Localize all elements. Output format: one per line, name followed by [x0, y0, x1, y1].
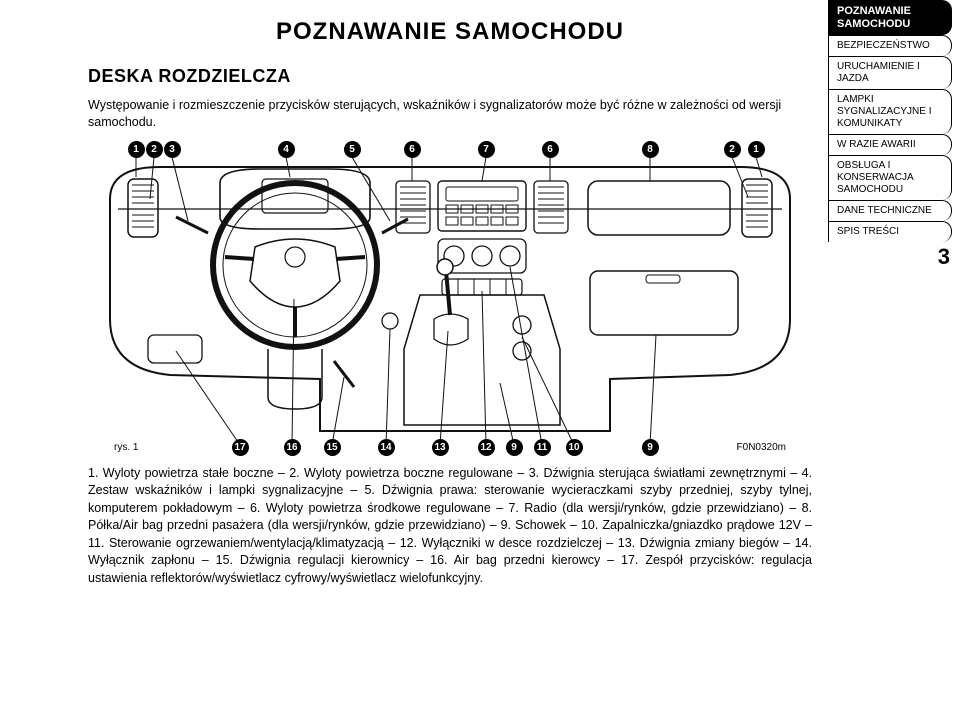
tab-label: URUCHAMIENIE I JAZDA — [837, 61, 943, 85]
tab-poznawanie-samochodu[interactable]: POZNAWANIE SAMOCHODU — [829, 0, 952, 35]
content-column: POZNAWANIE SAMOCHODU DESKA ROZDZIELCZA W… — [0, 0, 828, 709]
tab-label: OBSŁUGA I KONSERWACJA SAMOCHODU — [837, 160, 943, 196]
tab-w-razie-awarii[interactable]: W RAZIE AWARII — [829, 134, 952, 155]
intro-paragraph: Występowanie i rozmieszczenie przycisków… — [88, 97, 812, 131]
tab-uruchamienie-i-jazda[interactable]: URUCHAMIENIE I JAZDA — [829, 56, 952, 89]
figure-caption-left: rys. 1 — [114, 442, 138, 453]
tab-label: W RAZIE AWARII — [837, 139, 916, 151]
tab-label: POZNAWANIE SAMOCHODU — [837, 5, 943, 31]
legend-paragraph: 1. Wyloty powietrza stałe boczne – 2. Wy… — [88, 465, 812, 588]
dashboard-figure: 1 2 3 4 5 6 7 6 8 2 1 17 16 15 14 13 12 … — [90, 139, 810, 459]
page-title: POZNAWANIE SAMOCHODU — [88, 18, 812, 46]
tab-label: BEZPIECZEŃSTWO — [837, 40, 930, 52]
chapter-tabs: POZNAWANIE SAMOCHODU BEZPIECZEŃSTWO URUC… — [828, 0, 956, 242]
tab-spis-tresci[interactable]: SPIS TREŚCI — [829, 221, 952, 242]
section-subtitle: DESKA ROZDZIELCZA — [88, 66, 812, 87]
tab-obsluga-i-konserwacja[interactable]: OBSŁUGA I KONSERWACJA SAMOCHODU — [829, 155, 952, 200]
dashboard-svg — [90, 139, 810, 459]
tab-bezpieczenstwo[interactable]: BEZPIECZEŃSTWO — [829, 35, 952, 56]
figure-caption-right: F0N0320m — [737, 442, 786, 453]
tab-label: SPIS TREŚCI — [837, 226, 899, 238]
page-number: 3 — [828, 242, 960, 276]
tab-dane-techniczne[interactable]: DANE TECHNICZNE — [829, 200, 952, 221]
tab-label: DANE TECHNICZNE — [837, 205, 932, 217]
tab-lampki-sygnalizacyjne[interactable]: LAMPKI SYGNALIZACYJNE I KOMUNIKATY — [829, 89, 952, 134]
right-column: POZNAWANIE SAMOCHODU BEZPIECZEŃSTWO URUC… — [828, 0, 960, 709]
tab-label: LAMPKI SYGNALIZACYJNE I KOMUNIKATY — [837, 94, 943, 130]
page-root: POZNAWANIE SAMOCHODU DESKA ROZDZIELCZA W… — [0, 0, 960, 709]
